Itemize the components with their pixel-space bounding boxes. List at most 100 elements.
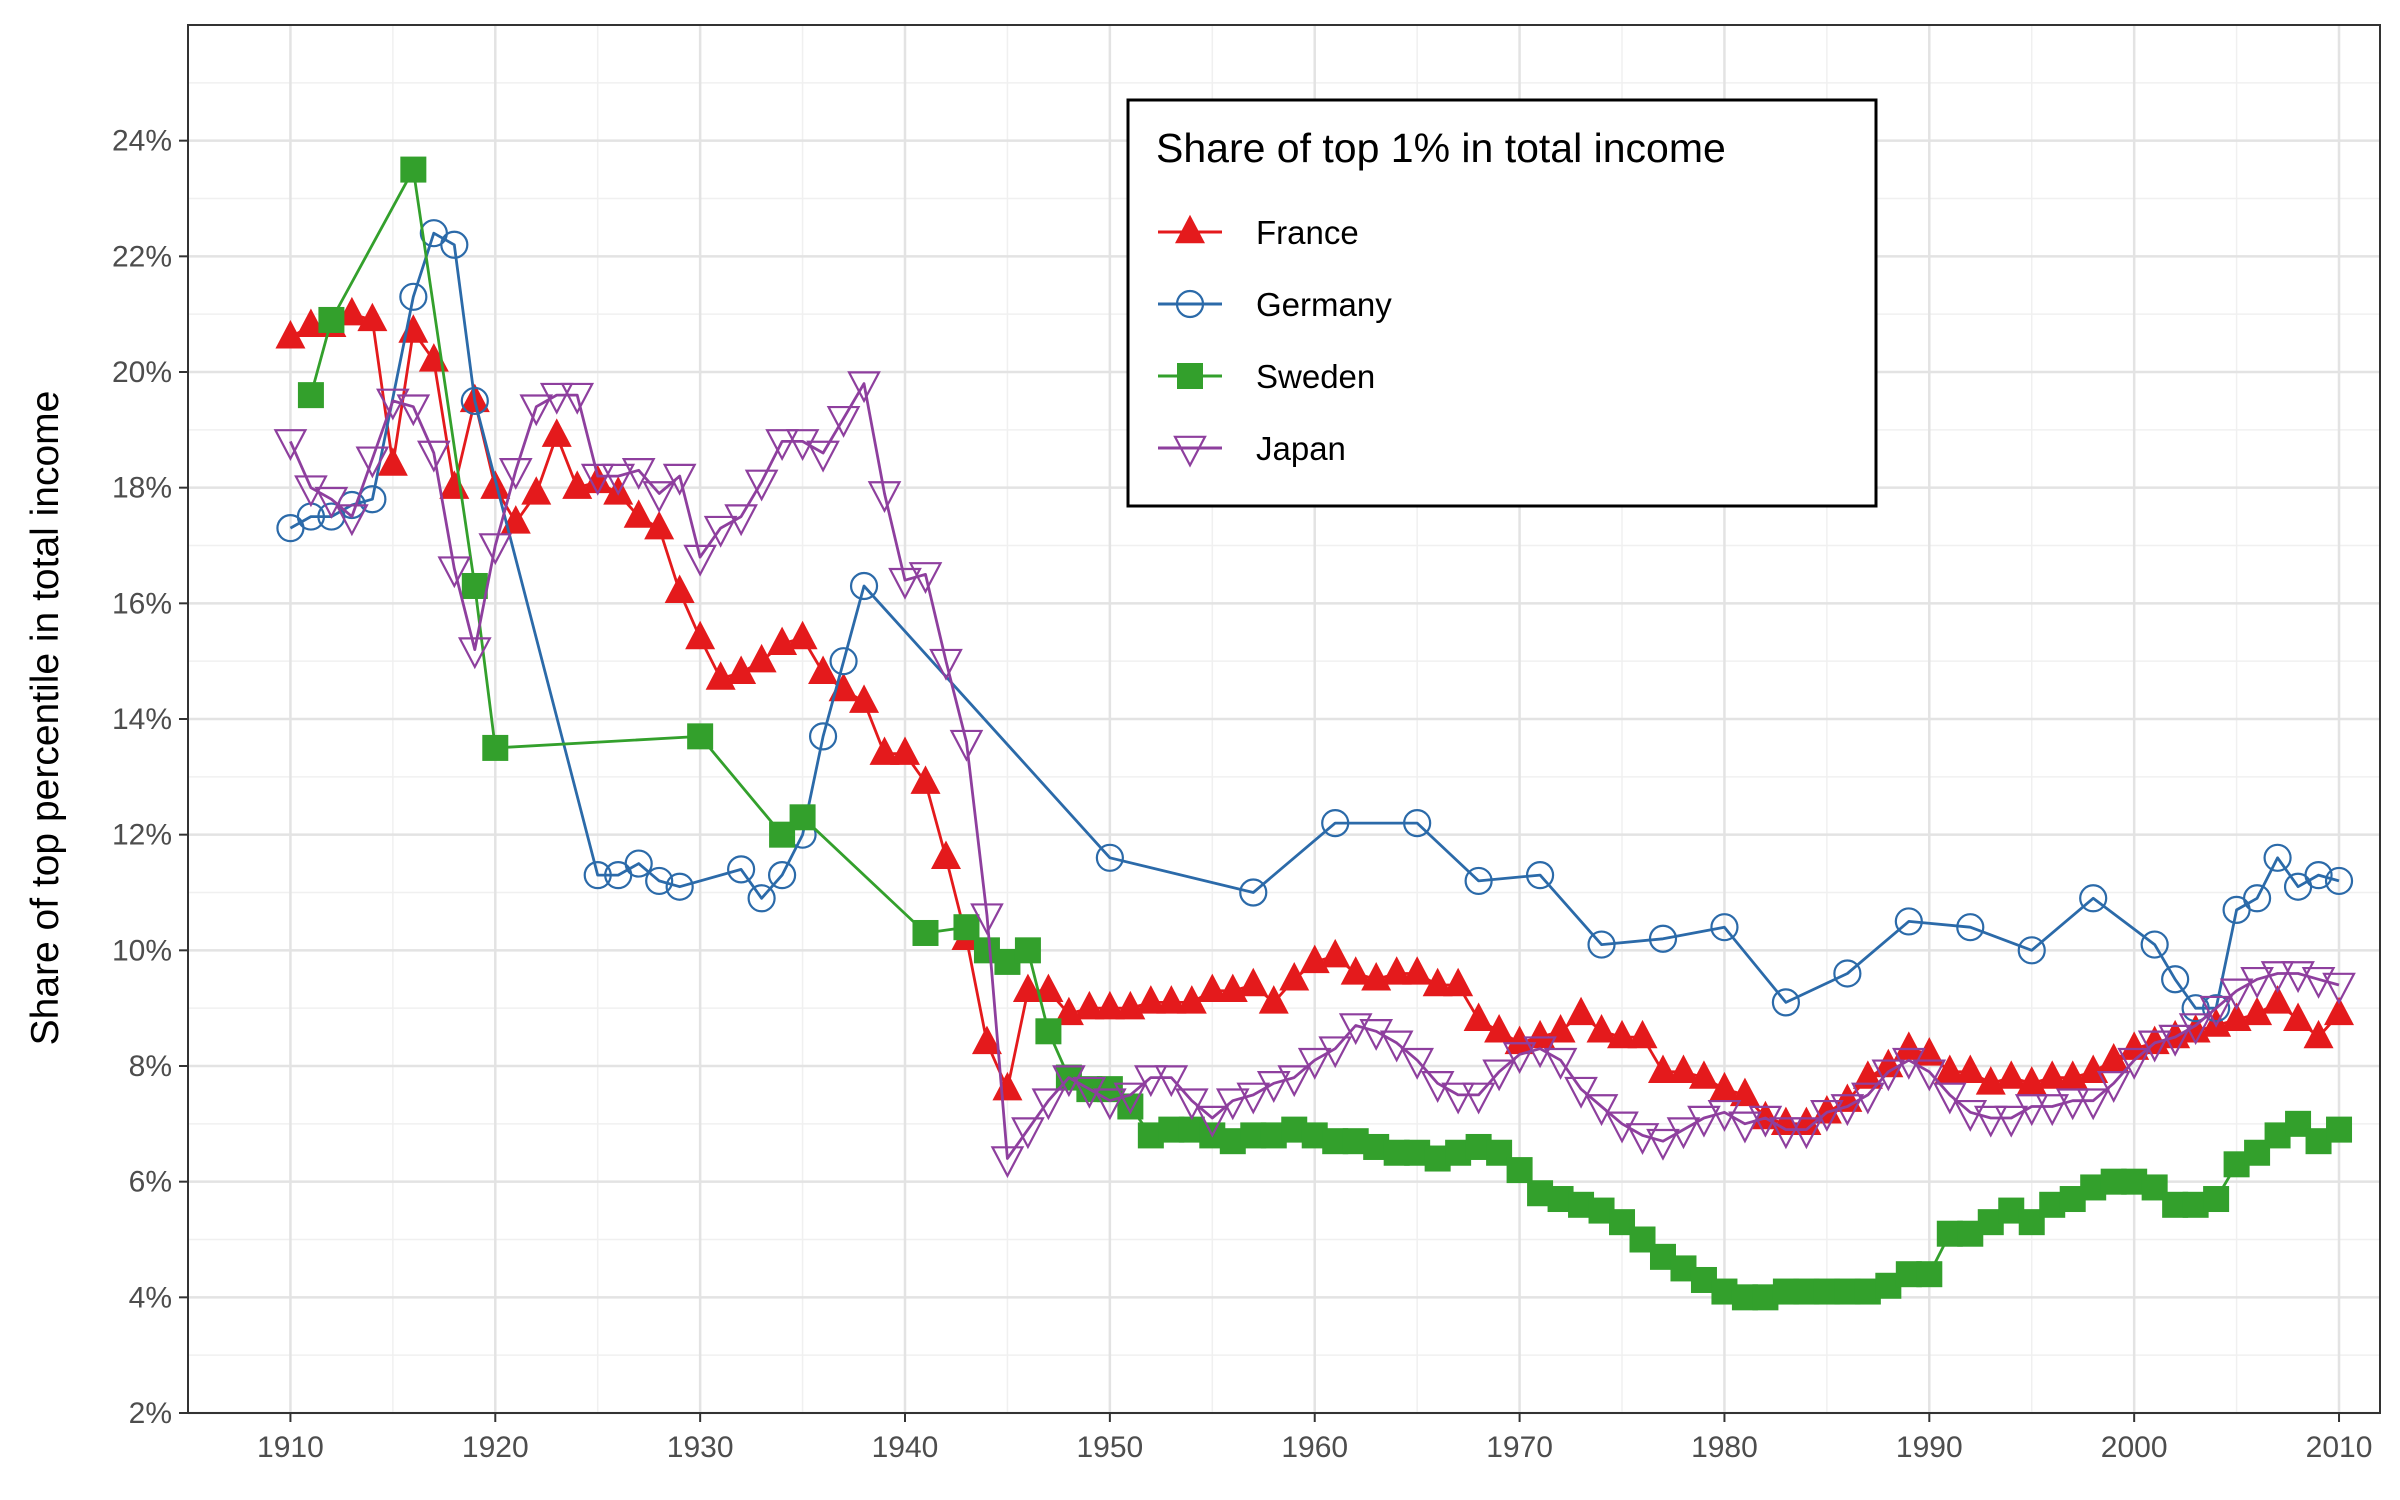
point-japan: [867, 481, 902, 514]
point-france: [1484, 1014, 1515, 1043]
point-france: [971, 1025, 1002, 1055]
point-germany: [2304, 861, 2333, 890]
point-france: [2098, 1042, 2129, 1072]
point-france: [1443, 967, 1474, 997]
point-germany: [1525, 861, 1555, 890]
series-germany: [276, 219, 2354, 1023]
point-japan: [1338, 1013, 1373, 1046]
point-france: [1402, 956, 1433, 985]
point-japan: [1031, 1088, 1066, 1121]
legend: Share of top 1% in total income France Ge…: [1126, 98, 1878, 508]
series-layer: [273, 156, 2356, 1311]
legend-item-japan: Japan: [1158, 430, 1346, 468]
y-tick-label: 8%: [129, 1050, 172, 1083]
legend-item-germany: Germany: [1158, 286, 1392, 323]
point-france: [1709, 1071, 1740, 1101]
point-japan: [273, 429, 308, 462]
point-japan: [580, 463, 615, 496]
x-tick-label: 2010: [2306, 1431, 2373, 1464]
point-japan: [908, 562, 943, 595]
point-france: [2283, 1002, 2314, 1031]
point-japan: [1134, 1065, 1168, 1098]
point-sweden: [318, 306, 345, 333]
point-france: [1607, 1019, 1638, 1049]
point-germany: [2202, 994, 2231, 1023]
point-japan: [2158, 1024, 2192, 1057]
point-france: [1729, 1077, 1760, 1107]
point-france: [1279, 962, 1310, 991]
point-france: [1156, 985, 1187, 1014]
point-japan: [1973, 1105, 2008, 1138]
y-tick-label: 4%: [129, 1281, 172, 1314]
point-japan: [1400, 1047, 1434, 1080]
y-axis-title: Share of top percentile in total income: [24, 391, 67, 1046]
y-tick-label: 18%: [112, 472, 172, 505]
point-france: [1033, 973, 1064, 1003]
point-japan: [2219, 978, 2254, 1011]
point-germany: [1403, 808, 1432, 838]
legend-marker-germany: [1175, 289, 1205, 319]
x-tick-label: 1950: [1076, 1431, 1143, 1464]
point-germany: [1239, 878, 1268, 907]
point-germany: [2017, 936, 2046, 965]
point-germany: [747, 884, 776, 913]
point-japan: [806, 440, 840, 473]
point-japan: [2137, 1030, 2172, 1063]
legend-title: Share of top 1% in total income: [1156, 125, 1726, 171]
point-japan: [1953, 1099, 1988, 1132]
point-france: [275, 320, 306, 349]
point-japan: [949, 729, 984, 762]
point-france: [685, 620, 716, 650]
point-france: [726, 655, 757, 684]
point-japan: [1810, 1099, 1844, 1132]
point-germany: [440, 230, 469, 259]
point-germany: [2263, 843, 2292, 872]
point-sweden: [2203, 1186, 2230, 1213]
x-tick-label: 1970: [1486, 1431, 1553, 1464]
point-japan: [1584, 1094, 1619, 1127]
point-japan: [376, 388, 410, 421]
point-germany: [1771, 988, 1801, 1017]
point-france: [2242, 996, 2273, 1026]
point-japan: [1687, 1105, 1721, 1138]
point-japan: [1256, 1071, 1291, 1103]
point-japan: [457, 637, 492, 670]
point-france: [644, 510, 675, 540]
point-japan: [1277, 1065, 1312, 1098]
point-sweden: [2326, 1116, 2353, 1143]
point-germany: [2161, 965, 2190, 994]
point-france: [1647, 1054, 1678, 1083]
y-tick-label: 20%: [112, 356, 172, 389]
point-germany: [2242, 884, 2272, 913]
point-france: [992, 1071, 1023, 1101]
point-germany: [460, 386, 489, 416]
point-france: [1545, 1014, 1576, 1043]
point-france: [1340, 956, 1371, 985]
point-japan: [744, 469, 779, 502]
point-france: [377, 447, 408, 476]
y-axis: 2% 4% 6% 8% 10% 12% 14% 16% 18% 20% 22% 24%: [112, 125, 188, 1430]
point-germany: [665, 872, 694, 901]
point-japan: [1113, 1082, 1148, 1115]
legend-marker-sweden: [1177, 363, 1203, 389]
point-germany: [1587, 930, 1616, 959]
point-japan: [1769, 1117, 1803, 1150]
x-tick-label: 1920: [462, 1431, 529, 1464]
point-france: [1258, 985, 1289, 1014]
point-france: [1094, 990, 1125, 1020]
point-france: [2303, 1019, 2334, 1049]
point-japan: [1564, 1076, 1598, 1109]
point-germany: [583, 861, 612, 890]
point-france: [1914, 1037, 1945, 1066]
point-france: [1996, 1060, 2027, 1089]
point-japan: [417, 440, 451, 473]
point-sweden: [789, 804, 816, 831]
point-japan: [1011, 1117, 1045, 1150]
point-france: [1770, 1106, 1801, 1136]
point-france: [1381, 956, 1412, 985]
point-france: [1586, 1014, 1617, 1043]
x-tick-label: 1940: [872, 1431, 939, 1464]
point-japan: [1851, 1082, 1885, 1115]
point-japan: [478, 533, 513, 566]
point-japan: [355, 446, 390, 479]
